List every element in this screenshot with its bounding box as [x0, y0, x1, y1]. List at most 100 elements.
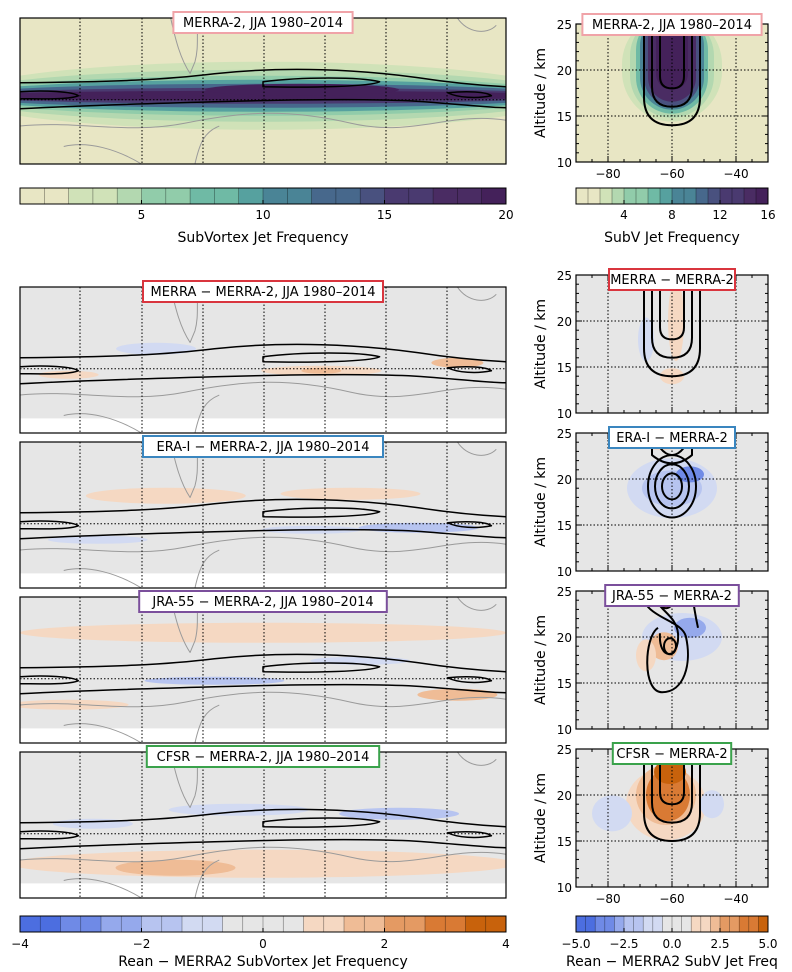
field-layer [20, 18, 769, 932]
map-title-box [142, 435, 384, 458]
contour-outer-south [20, 98, 506, 110]
coastline-peninsula [194, 125, 220, 164]
colorbar-swatch [614, 916, 625, 932]
diff-blob [638, 317, 654, 362]
contour-inner [262, 77, 381, 88]
y-tick-label: 10 [557, 565, 572, 579]
colorbar-swatch [408, 188, 434, 204]
coastline-antarctic [20, 691, 506, 708]
colorbar-swatch [729, 916, 740, 932]
colorbar-swatch [165, 188, 191, 204]
colorbar-tick-label: 20 [498, 208, 513, 222]
colorbar-swatch [708, 188, 721, 204]
jet-contour-ring [654, 463, 690, 510]
colorbar-tick-label: 0 [259, 937, 267, 951]
contour-left [20, 675, 80, 685]
colorbar-bottom_left [20, 916, 507, 932]
colorbar-swatch [588, 188, 601, 204]
colorbar-swatch [101, 916, 122, 932]
map-title-box [142, 280, 384, 303]
colorbar-swatch [652, 916, 663, 932]
colorbar-swatch [758, 916, 769, 932]
colorbar-swatch [710, 916, 721, 932]
y-tick-label: 20 [557, 789, 572, 803]
colorbar-swatch [425, 916, 446, 932]
contour-right [446, 91, 493, 99]
x-tick-label: −60 [659, 167, 684, 181]
map-nodata [20, 883, 506, 898]
colorbar-swatch [700, 916, 711, 932]
altitude-title-box [608, 426, 736, 449]
contour-inner [262, 817, 381, 828]
colorbar-top_right [576, 188, 769, 204]
colorbar-tick-label: 8 [668, 208, 676, 222]
contour-right [446, 521, 493, 529]
diff-blob [20, 622, 506, 643]
y-tick-label: 20 [557, 473, 572, 487]
colorbar-swatch [748, 916, 759, 932]
colorbar-swatch [263, 916, 284, 932]
jet-contour-ring [661, 472, 683, 501]
colorbar-label: SubV Jet Frequency [604, 230, 740, 246]
y-tick-label: 10 [557, 881, 572, 895]
contour-outer-south [20, 683, 506, 695]
map-title-box [172, 11, 354, 34]
colorbar-bottom_right [576, 916, 769, 932]
map-title-box [138, 590, 388, 613]
map-title: MERRA-2, JJA 1980–2014 [183, 16, 343, 31]
colorbar-tick-label: 15 [377, 208, 392, 222]
altitude-title: JRA-55 − MERRA-2 [611, 589, 732, 604]
contour-outer-south [20, 838, 506, 850]
colorbar-swatch [60, 916, 82, 932]
colorbar-swatch [457, 188, 482, 204]
map-panel-difference [20, 442, 506, 588]
colorbar-swatch [576, 916, 586, 932]
coastline-ice-shelf [63, 413, 142, 433]
colorbar-tick-label: 0.0 [662, 937, 681, 951]
coastline-east [456, 752, 497, 766]
y-tick-label: 25 [557, 743, 572, 757]
contour-outer-north [20, 808, 506, 828]
altitude-title: MERRA − MERRA-2 [610, 273, 734, 288]
coastline-antarctic [20, 381, 506, 398]
coastline-east [456, 18, 497, 32]
colorbar-swatch [242, 916, 264, 932]
colorbar-swatch [202, 916, 223, 932]
colorbar-swatch [684, 188, 697, 204]
contour-right [446, 366, 493, 374]
jet-contour-outer [643, 275, 701, 378]
freq-core [204, 83, 400, 96]
colorbar-swatch [263, 188, 288, 204]
colorbar-tick-label: 5 [138, 208, 146, 222]
map-panel-merra2 [20, 18, 506, 164]
altitude-title-box [581, 13, 763, 36]
y-tick-label: 10 [557, 407, 572, 421]
colorbar-tick-label: 4 [502, 937, 510, 951]
y-tick-label: 20 [557, 64, 572, 78]
diff-blob [700, 790, 724, 819]
map-nodata [20, 418, 506, 433]
coastline-ice-shelf [63, 878, 142, 898]
jet-contour-inner [659, 749, 685, 806]
diff-blob [115, 859, 236, 876]
map-panel-difference [20, 752, 506, 898]
y-tick-label: 25 [557, 585, 572, 599]
coastline-ice-shelf [63, 723, 142, 743]
colorbar-tick-label: −5.0 [561, 937, 590, 951]
colorbar-swatch [44, 188, 69, 204]
colorbar-swatch [600, 188, 613, 204]
contour-outer-north [20, 68, 506, 88]
contour-outer-south [20, 528, 506, 540]
y-tick-label: 15 [557, 677, 572, 691]
contour-right [446, 831, 493, 839]
colorbar-swatch [595, 916, 606, 932]
colorbar-swatch [696, 188, 709, 204]
colorbar-swatch [739, 916, 750, 932]
y-axis-label: Altitude / km [533, 615, 549, 705]
colorbar-swatch [681, 916, 692, 932]
colorbar-tick-label: 16 [760, 208, 775, 222]
diff-blob [168, 803, 309, 816]
colorbar-swatch [576, 188, 589, 204]
colorbar-swatch [720, 916, 730, 932]
diff-blob [636, 639, 656, 672]
